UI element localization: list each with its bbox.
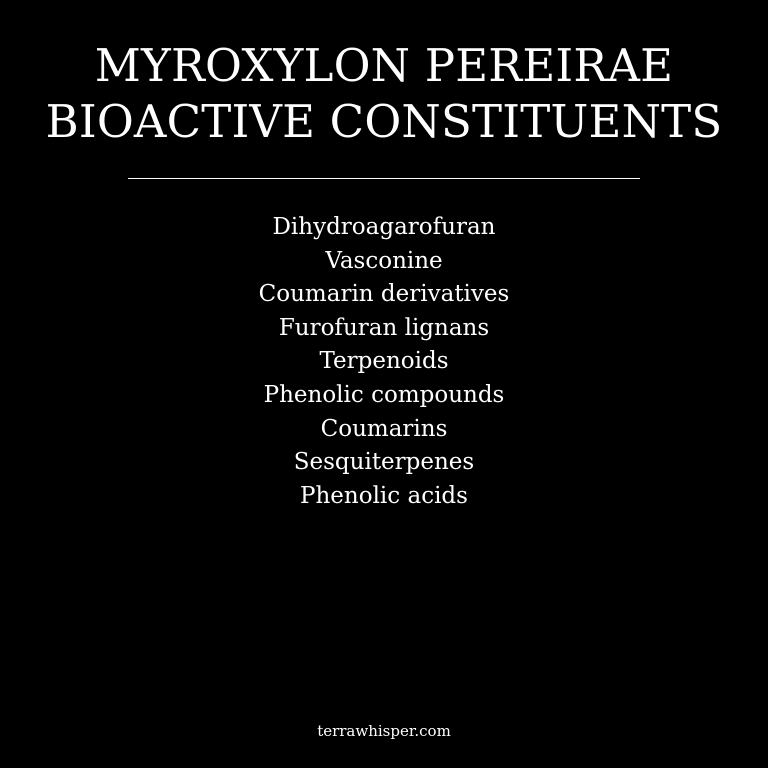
title-line-2: BIOACTIVE CONSTITUENTS <box>45 95 723 148</box>
list-item: Vasconine <box>325 247 443 274</box>
divider <box>128 178 640 179</box>
list-item: Dihydroagarofuran <box>272 214 496 240</box>
list-item: Coumarins <box>320 415 448 442</box>
constituent-list: Dihydroagarofuran Vasconine Coumarin der… <box>0 211 768 513</box>
page-title: MYROXYLON PEREIRAE BIOACTIVE CONSTITUENT… <box>0 38 768 150</box>
list-item: Coumarin derivatives <box>258 281 510 308</box>
list-item: Terpenoids <box>319 348 449 375</box>
list-item: Sesquiterpenes <box>293 449 475 476</box>
list-item: Phenolic acids <box>300 482 468 509</box>
list-item: Furofuran lignans <box>278 314 490 341</box>
title-line-1: MYROXYLON PEREIRAE <box>94 39 674 92</box>
footer-site: terrawhisper.com <box>317 722 451 740</box>
list-item: Phenolic compounds <box>263 381 505 408</box>
